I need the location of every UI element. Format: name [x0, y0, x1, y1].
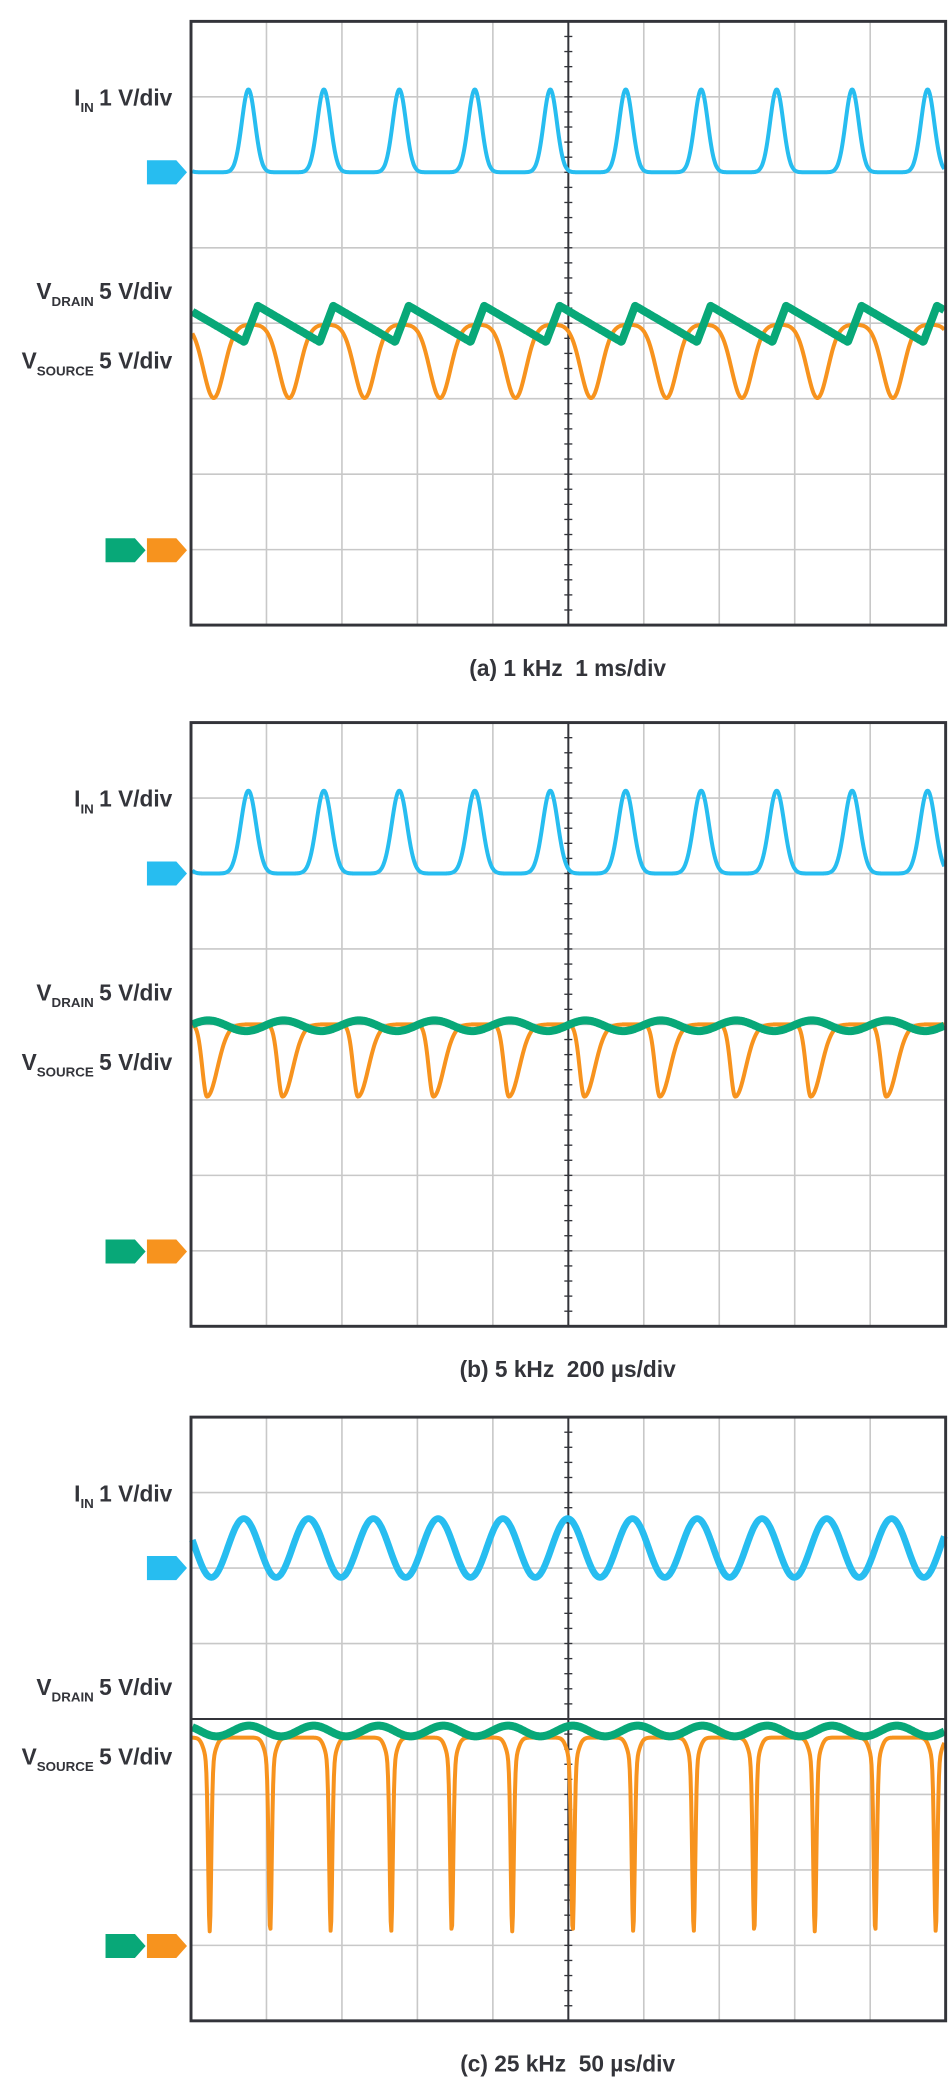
channel-label: VDRAIN 5 V/div	[36, 1674, 172, 1705]
channel-label: IIN 1 V/div	[74, 786, 173, 817]
channel-subscript: IN	[80, 100, 93, 115]
channel-scale: 1 V/div	[99, 786, 173, 812]
channel-scale: 1 V/div	[99, 1480, 173, 1506]
channel-subscript: IN	[80, 801, 93, 816]
channel-scale: 5 V/div	[99, 1049, 173, 1075]
channel-symbol: I	[74, 85, 80, 111]
channel-subscript: SOURCE	[37, 1065, 94, 1080]
channel-scale: 5 V/div	[99, 278, 173, 304]
input-trace	[190, 788, 947, 876]
panel-caption: (a) 1 kHz 1 ms/div	[469, 655, 666, 681]
channel-subscript: IN	[80, 1496, 93, 1511]
channel-marker	[146, 1239, 188, 1264]
source-trace	[190, 322, 946, 401]
channel-marker	[146, 1934, 188, 1959]
channel-label: IIN 1 V/div	[74, 1480, 173, 1511]
drain-trace	[189, 1721, 948, 1741]
channel-label: VDRAIN 5 V/div	[36, 278, 172, 309]
channel-marker	[105, 1239, 146, 1264]
channel-symbol: V	[22, 1743, 37, 1769]
plot-frame	[189, 1415, 948, 2023]
channel-symbol: I	[74, 1480, 80, 1506]
drain-trace	[189, 301, 948, 346]
channel-marker	[105, 538, 146, 563]
channel-symbol: V	[22, 1049, 37, 1075]
plot-frame	[189, 19, 948, 627]
channel-symbol: V	[22, 348, 37, 374]
channel-symbol: V	[36, 278, 51, 304]
channel-symbol: I	[74, 786, 80, 812]
channel-subscript: SOURCE	[37, 363, 94, 378]
channel-marker	[146, 1556, 188, 1581]
panel-caption: (c) 25 kHz 50 µs/div	[460, 2051, 675, 2077]
plot-frame	[189, 721, 948, 1328]
channel-marker	[146, 861, 188, 886]
channel-symbol: V	[36, 1674, 51, 1700]
channel-marker	[105, 1934, 146, 1959]
channel-scale: 5 V/div	[99, 1743, 173, 1769]
channel-subscript: DRAIN	[52, 995, 94, 1010]
channel-scale: 5 V/div	[99, 348, 173, 374]
channel-label: VSOURCE 5 V/div	[22, 1049, 173, 1080]
channel-symbol: V	[36, 979, 51, 1005]
channel-marker	[146, 160, 188, 185]
channel-subscript: DRAIN	[52, 1690, 94, 1705]
panel-caption: (b) 5 kHz 200 µs/div	[460, 1356, 676, 1382]
channel-subscript: DRAIN	[52, 294, 94, 309]
channel-subscript: SOURCE	[37, 1759, 94, 1774]
channel-label: VSOURCE 5 V/div	[22, 1743, 173, 1774]
channel-label: IIN 1 V/div	[74, 85, 173, 116]
input-trace	[191, 87, 946, 175]
channel-scale: 5 V/div	[99, 979, 173, 1005]
channel-label: VSOURCE 5 V/div	[22, 348, 173, 379]
channel-scale: 5 V/div	[99, 1674, 173, 1700]
channel-label: VDRAIN 5 V/div	[36, 979, 172, 1010]
drain-trace	[189, 1016, 948, 1036]
input-trace	[189, 1515, 948, 1581]
source-trace	[191, 1735, 947, 1934]
channel-marker	[146, 538, 188, 563]
channel-scale: 1 V/div	[99, 85, 173, 111]
